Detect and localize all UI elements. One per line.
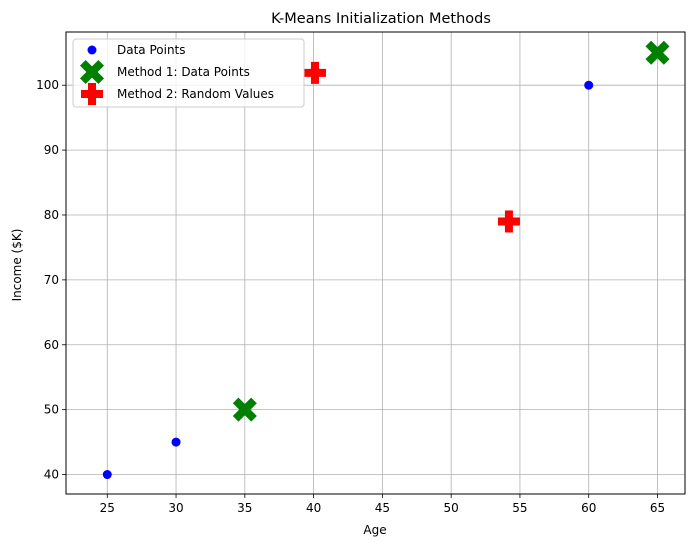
x-tick-label: 60 [581, 501, 596, 515]
x-tick-label: 30 [168, 501, 183, 515]
x-tick-label: 35 [237, 501, 252, 515]
legend-label: Data Points [117, 43, 186, 57]
y-tick-label: 40 [44, 468, 59, 482]
legend-box [72, 38, 305, 108]
x-tick-label: 45 [375, 501, 390, 515]
x-tick-label: 65 [650, 501, 665, 515]
y-tick-label: 70 [44, 273, 59, 287]
legend-marker [79, 59, 105, 85]
legend-entry: Method 1: Data Points [79, 59, 250, 85]
y-axis-label: Income ($K) [10, 229, 24, 302]
y-tick-label: 60 [44, 338, 59, 352]
y-tick-label: 90 [44, 143, 59, 157]
data-point [102, 470, 112, 480]
legend-entry: Data Points [87, 43, 186, 57]
data-point [303, 61, 326, 84]
legend-label: Method 2: Random Values [117, 87, 274, 101]
x-tick-label: 25 [100, 501, 115, 515]
x-tick-label: 50 [444, 501, 459, 515]
x-axis-label: Age [363, 523, 386, 537]
legend-label: Method 1: Data Points [117, 65, 250, 79]
legend-marker [87, 45, 97, 55]
chart-title: K-Means Initialization Methods [271, 11, 491, 27]
x-tick-label: 55 [512, 501, 527, 515]
x-tick-label: 40 [306, 501, 321, 515]
legend-marker [81, 83, 103, 105]
plot-frame [65, 31, 686, 495]
plot-marks [102, 40, 670, 480]
data-point [584, 80, 594, 90]
series-2 [232, 40, 670, 422]
series-3 [303, 61, 520, 233]
data-point [645, 40, 670, 65]
grid [66, 32, 685, 494]
legend: Data Points Method 1: Data Points Method 2… [72, 38, 305, 108]
data-point [232, 397, 257, 422]
legend-entry: Method 2: Random Values [81, 83, 274, 105]
y-tick-label: 50 [44, 403, 59, 417]
data-point [171, 437, 181, 447]
data-point [497, 210, 520, 233]
y-axis: 40 50 60 70 80 90 100 [36, 78, 66, 482]
y-tick-label: 100 [36, 78, 59, 92]
y-tick-label: 80 [44, 208, 59, 222]
x-axis: 25 30 35 40 45 50 55 60 65 [100, 494, 665, 515]
